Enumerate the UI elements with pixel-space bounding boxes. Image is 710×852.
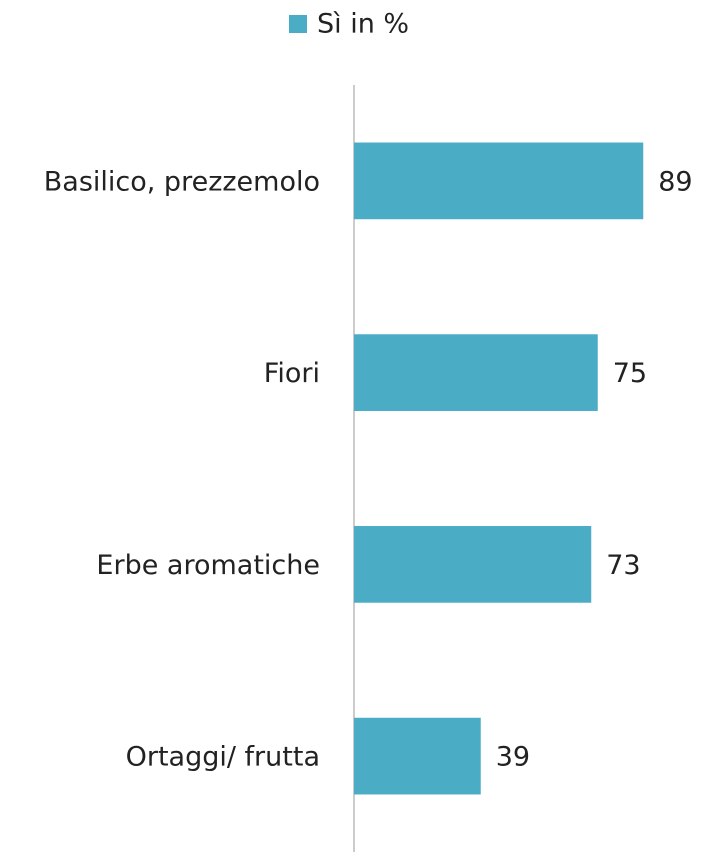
y-tick-label: Erbe aromatiche xyxy=(96,550,320,581)
legend-swatch xyxy=(289,15,307,33)
value-label: 89 xyxy=(658,166,692,197)
value-label: 39 xyxy=(496,742,530,773)
bar xyxy=(354,142,644,220)
bar xyxy=(354,334,598,411)
value-label: 73 xyxy=(606,550,640,581)
bar xyxy=(354,526,592,603)
legend-label: Sì in % xyxy=(317,9,409,40)
y-tick-label: Fiori xyxy=(264,358,320,389)
value-label: 75 xyxy=(613,358,647,389)
y-tick-label: Basilico, prezzemolo xyxy=(44,166,320,197)
bar xyxy=(354,717,481,795)
y-tick-label: Ortaggi/ frutta xyxy=(126,742,320,773)
